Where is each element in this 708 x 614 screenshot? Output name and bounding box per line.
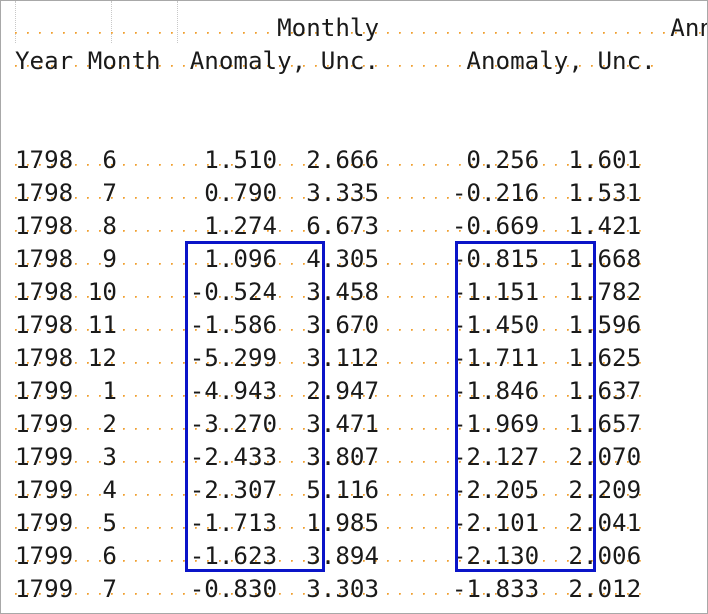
header-line-2: Year Month Anomaly, Unc. Anomaly, Unc. bbox=[15, 45, 656, 78]
data-row: 1798 11 -1.586 3.670 -1.450 1.596 bbox=[15, 309, 642, 342]
data-row: 1799 6 -1.623 3.894 -2.130 2.006 bbox=[15, 540, 642, 573]
data-row: 1798 9 1.096 4.305 -0.815 1.668 bbox=[15, 243, 642, 276]
annual-anomaly-highlight-box bbox=[455, 241, 596, 572]
data-row: 1799 5 -1.713 1.985 -2.101 2.041 bbox=[15, 507, 642, 540]
data-row: 1799 2 -3.270 3.471 -1.969 1.657 bbox=[15, 408, 642, 441]
data-row: 1799 3 -2.433 3.807 -2.127 2.070 bbox=[15, 441, 642, 474]
data-row: 1799 1 -4.943 2.947 -1.846 1.637 bbox=[15, 375, 642, 408]
data-row: 1798 12 -5.299 3.112 -1.711 1.625 bbox=[15, 342, 642, 375]
header-line-1: Monthly Annual bbox=[15, 12, 707, 45]
data-row: 1799 7 -0.830 3.303 -1.833 2.012 bbox=[15, 573, 642, 606]
data-row: 1798 8 1.274 6.673 -0.669 1.421 bbox=[15, 210, 642, 243]
data-row: 1798 10 -0.524 3.458 -1.151 1.782 bbox=[15, 276, 642, 309]
data-row: 1798 7 0.790 3.335 -0.216 1.531 bbox=[15, 177, 642, 210]
monthly-anomaly-highlight-box bbox=[185, 241, 325, 572]
data-row: 1798 6 1.510 2.666 0.256 1.601 bbox=[15, 144, 642, 177]
data-row: 1799 4 -2.307 5.116 -2.205 2.209 bbox=[15, 474, 642, 507]
